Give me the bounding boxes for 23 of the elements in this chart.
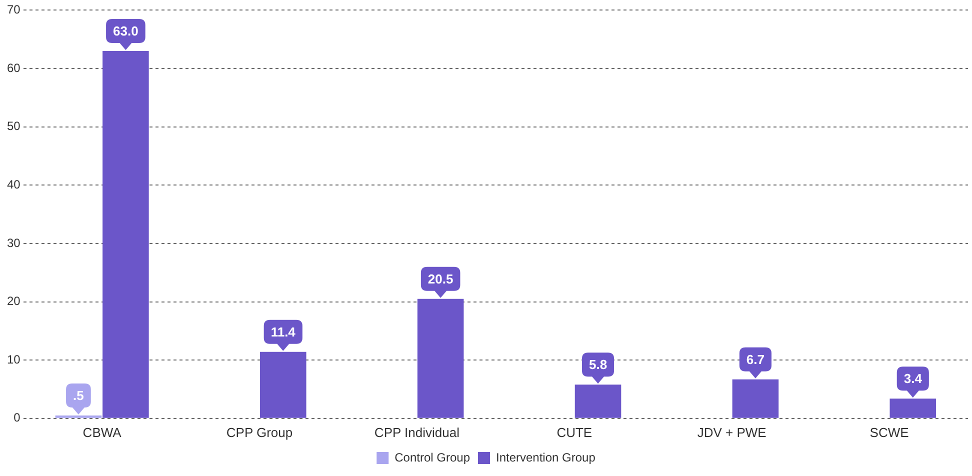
x-tick-label: SCWE <box>870 424 910 440</box>
y-tick-label: 0 <box>14 410 21 425</box>
data-label: 20.5 <box>428 271 454 286</box>
data-label: 3.4 <box>904 371 923 386</box>
y-tick-label: 50 <box>6 119 21 134</box>
y-tick-label: 10 <box>6 352 21 366</box>
x-tick-label: JDV + PWE <box>697 424 767 440</box>
x-tick-label: CPP Individual <box>374 424 460 440</box>
data-label: 5.8 <box>588 357 608 372</box>
y-tick-label: 30 <box>6 236 21 250</box>
data-label: 11.4 <box>270 324 296 340</box>
x-tick-label: CBWA <box>82 424 122 440</box>
y-tick-label: 60 <box>6 60 21 75</box>
legend-label: Intervention Group <box>496 450 596 464</box>
legend-label: Control Group <box>394 450 470 464</box>
data-label: .5 <box>73 388 84 404</box>
y-tick-label: 70 <box>6 2 21 17</box>
y-tick-label: 20 <box>6 294 21 308</box>
y-tick-label: 40 <box>6 177 21 192</box>
x-tick-label: CUTE <box>556 424 592 440</box>
x-tick-label: CPP Group <box>226 424 293 440</box>
data-label: 63.0 <box>113 24 138 39</box>
data-label: 6.7 <box>746 352 764 367</box>
